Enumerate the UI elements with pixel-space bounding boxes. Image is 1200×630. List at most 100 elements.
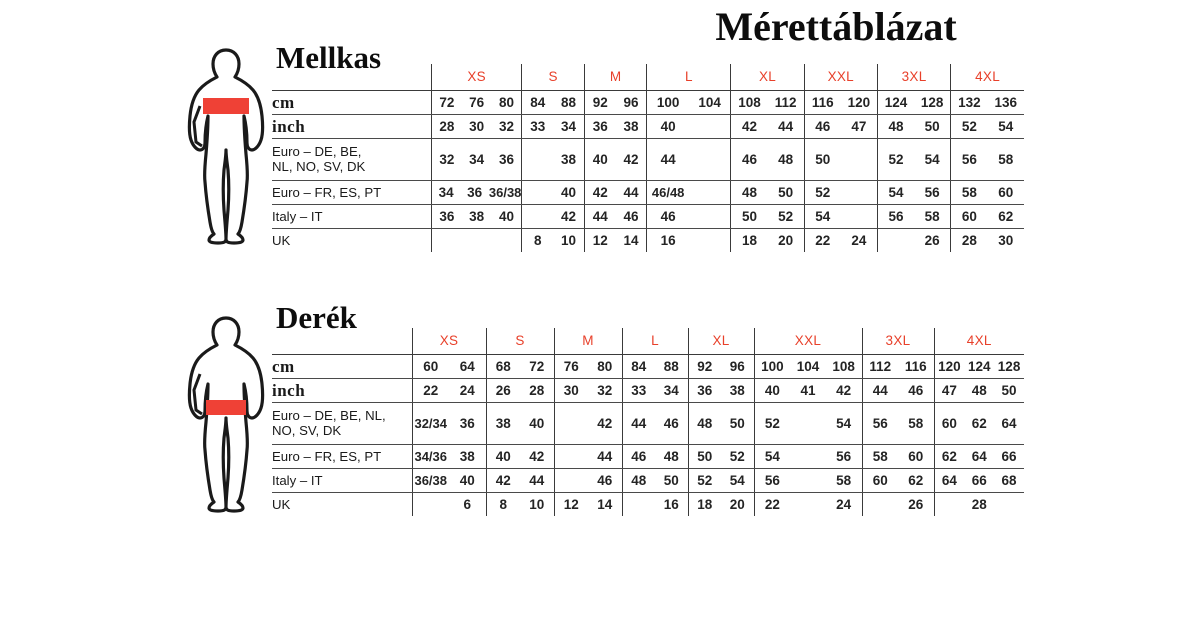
value: 42 (741, 118, 757, 134)
value: 104 (796, 358, 820, 374)
size-header-xl: XL (730, 64, 805, 90)
cell-s: 40 (521, 180, 585, 205)
value: 72 (529, 358, 545, 374)
cell-xxl: 54 (803, 204, 878, 229)
value: 62 (908, 472, 924, 488)
value: 54 (764, 448, 780, 464)
cell-xs: 34/36 38 (411, 444, 486, 469)
value: 40 (592, 151, 608, 167)
value: 48 (697, 415, 713, 431)
value: 60 (423, 358, 439, 374)
section-title-waist: Derék (276, 300, 357, 335)
table-row: Euro – FR, ES, PT 34/36 38 40 42 44 46 48 50 52 54… (272, 444, 1024, 469)
value: 50 (729, 415, 745, 431)
value: 40 (529, 415, 545, 431)
cell-xs: 6 (411, 492, 486, 516)
value: 36 (592, 118, 608, 134)
cell-4xl: 52 54 (950, 114, 1024, 139)
value: 42 (561, 208, 577, 224)
value: 28 (971, 496, 987, 512)
cell-xxl: 116 120 (803, 89, 878, 115)
value: 116 (811, 94, 834, 110)
value: 32 (498, 118, 515, 134)
value: 36 (459, 415, 475, 431)
value: 64 (459, 358, 475, 374)
cell-l: 44 (646, 138, 731, 181)
cell-xl: 52 54 (687, 468, 754, 493)
value: 76 (563, 358, 579, 374)
value: 40 (660, 118, 676, 134)
value: 44 (597, 448, 613, 464)
size-table-waist: XS S M L XL XXL 3XL 4XL cm 60 64 68 72 76 80 84 88 92 96 10… (272, 328, 1024, 516)
value: 18 (741, 232, 757, 248)
value: 24 (459, 382, 475, 398)
value: 46 (660, 208, 676, 224)
value: 26 (495, 382, 511, 398)
cell-s: 40 42 (485, 444, 554, 469)
cell-3xl: 56 58 (861, 402, 934, 445)
value: 16 (663, 496, 679, 512)
value: 112 (774, 94, 797, 110)
cell-xs: 32 34 36 (430, 138, 522, 181)
cell-m: 44 (553, 444, 622, 469)
value: 12 (563, 496, 579, 512)
table-row: Euro – FR, ES, PT 34 36 36/38 40 42 44 46/48 48 5… (272, 180, 1024, 205)
row-label-3: Euro – FR, ES, PT (272, 444, 412, 469)
cell-3xl: 26 (861, 492, 934, 516)
value: 40 (561, 184, 577, 200)
value: 64 (1001, 415, 1017, 431)
value: 42 (836, 382, 852, 398)
value: 14 (597, 496, 613, 512)
cell-s: 38 (521, 138, 585, 181)
cell-3xl: 48 50 (876, 114, 951, 139)
value: 22 (764, 496, 780, 512)
cell-3xl: 124 128 (876, 89, 951, 115)
value: 40 (764, 382, 780, 398)
size-table-chest: XS S M L XL XXL 3XL 4XL cm 72 76 80 84 88 92 96 100 104 10… (272, 64, 1024, 252)
cell-m: 44 46 (583, 204, 647, 229)
cell-s: 42 44 (485, 468, 554, 493)
value: 104 (698, 94, 721, 110)
value: 60 (941, 415, 957, 431)
value: 108 (832, 358, 855, 374)
row-label-4: Italy – IT (272, 204, 432, 229)
cell-xxl: 52 54 (753, 402, 862, 445)
value: 60 (961, 208, 977, 224)
row-label-0: cm (272, 89, 432, 115)
value: 120 (847, 94, 871, 110)
cell-l: 16 (621, 492, 688, 516)
value: 48 (663, 448, 679, 464)
cell-xxl: 52 (803, 180, 878, 205)
value: 56 (764, 472, 780, 488)
cell-4xl: 28 30 (950, 228, 1024, 252)
cell-l: 100 104 (646, 89, 731, 115)
value: 47 (941, 382, 957, 398)
cell-l: 44 46 (621, 402, 688, 445)
cell-4xl: 47 48 50 (933, 378, 1024, 403)
cell-s: 68 72 (485, 353, 554, 379)
cell-m: 92 96 (583, 89, 647, 115)
cell-3xl: 52 54 (876, 138, 951, 181)
value: 8 (534, 232, 542, 248)
value: 88 (561, 94, 577, 110)
value: 28 (439, 118, 455, 134)
value: 128 (997, 358, 1021, 374)
value: 47 (851, 118, 867, 134)
cell-s: 26 28 (485, 378, 554, 403)
value: 54 (815, 208, 831, 224)
value: 46 (623, 208, 639, 224)
table-row: inch 22 24 26 28 30 32 33 34 36 38 40 41 42 44 46 47 48 50 (272, 378, 1024, 403)
size-header-xs: XS (411, 328, 486, 354)
value: 54 (998, 118, 1014, 134)
cell-xl: 42 44 (730, 114, 805, 139)
value: 68 (1001, 472, 1017, 488)
cell-4xl: 132 136 (950, 89, 1024, 115)
body-silhouette-chest-icon (187, 48, 265, 245)
table-row: Italy – IT 36 38 40 42 44 46 46 50 52 54 56 58 60 62 (272, 204, 1024, 229)
value: 100 (761, 358, 784, 374)
value: 24 (851, 232, 867, 248)
value: 46 (741, 151, 757, 167)
cell-m: 42 (553, 402, 622, 445)
page-title: Mérettáblázat (715, 4, 957, 49)
value: 24 (836, 496, 852, 512)
